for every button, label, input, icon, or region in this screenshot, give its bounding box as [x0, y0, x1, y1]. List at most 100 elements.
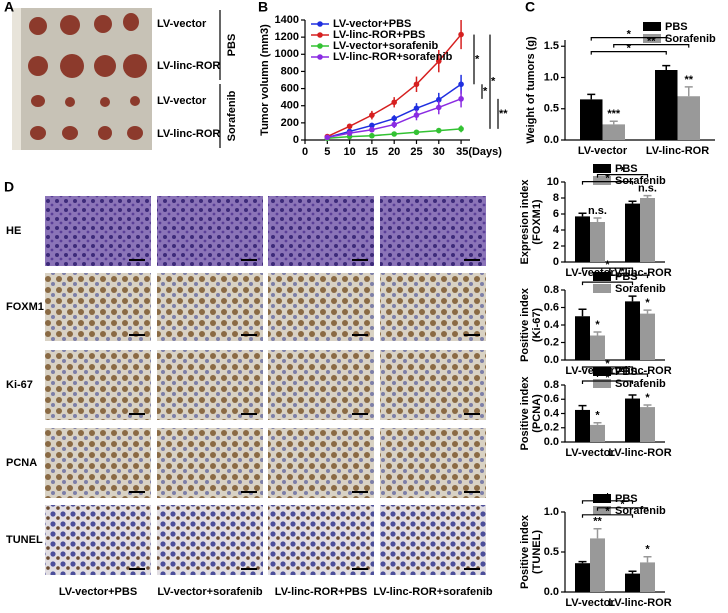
sig-bracket	[581, 267, 634, 272]
bar	[575, 316, 590, 360]
point	[324, 134, 331, 141]
legend-label: PBS	[615, 163, 638, 175]
sample-label: LV-vector	[157, 18, 207, 30]
y-tick-label: 0.5	[544, 103, 559, 115]
y-axis-label: Positive index	[519, 514, 531, 589]
y-axis-label: Positive index	[519, 376, 531, 451]
sig-bracket	[596, 174, 649, 178]
point	[458, 96, 464, 102]
error-bar	[643, 404, 652, 408]
sig-bracket	[581, 366, 634, 370]
y-tick-label: 1400	[275, 14, 299, 26]
sig-bracket	[581, 514, 634, 518]
sig-label: *	[605, 173, 610, 185]
row-label: HE	[6, 225, 21, 237]
legend-label: LV-vector+PBS	[333, 18, 411, 30]
micrograph	[380, 196, 486, 266]
bar	[590, 538, 605, 592]
y-tick-label: 0.4	[544, 407, 560, 419]
group-label: Sorafenib	[226, 90, 238, 141]
point	[458, 81, 464, 88]
legend-marker	[317, 21, 323, 27]
point	[435, 127, 442, 134]
sig-label: *	[620, 266, 625, 278]
sig-bracket	[581, 281, 634, 286]
column-label: LV-vector+sorafenib	[157, 586, 263, 598]
legend-marker	[317, 43, 323, 49]
group-label: PBS	[226, 34, 238, 57]
error-bar	[628, 394, 637, 399]
y-tick-label: 0.0	[544, 436, 559, 448]
sig-label: *	[605, 506, 610, 518]
bar	[625, 301, 640, 360]
y-tick-label: 0.0	[544, 586, 559, 598]
sig-bracket	[581, 380, 634, 384]
point	[435, 104, 442, 111]
sig-label: *	[605, 259, 610, 271]
point	[458, 126, 464, 132]
row-label: FOXM1	[6, 301, 44, 313]
point	[369, 126, 375, 133]
error-bar	[628, 200, 637, 204]
error-bar	[593, 331, 602, 336]
column-label: LV-linc-ROR+PBS	[275, 586, 367, 598]
x-tick-label: 0	[302, 146, 308, 158]
x-tick-label: LV-linc-ROR	[608, 447, 671, 459]
y-tick-label: 6	[553, 208, 559, 220]
tumor-photo	[12, 8, 152, 150]
y-tick-label: 0	[553, 256, 559, 268]
legend-label: Sorafenib	[615, 175, 666, 187]
y-tick-label: 1200	[275, 31, 299, 43]
legend-label: Sorafenib	[615, 283, 666, 295]
sig-bracket	[581, 181, 634, 185]
legend-marker	[317, 54, 323, 60]
micrograph	[157, 350, 263, 420]
micrograph	[268, 273, 374, 341]
x-tick-label: LV-vector	[565, 447, 615, 459]
legend-swatch	[593, 176, 611, 185]
micrograph	[380, 505, 486, 575]
micrograph	[45, 196, 151, 266]
sig-bracket	[596, 274, 649, 279]
bar	[655, 70, 678, 140]
legend-swatch	[643, 34, 661, 43]
y-tick-label: 0.8	[544, 284, 559, 296]
point	[391, 121, 397, 128]
legend-swatch	[593, 379, 611, 388]
sig-bracket	[613, 44, 690, 48]
row-label: TUNEL	[6, 534, 43, 546]
sig-mark: *	[645, 297, 650, 309]
bar	[640, 313, 655, 360]
bar	[575, 216, 590, 262]
x-tick-label: 30	[433, 146, 445, 158]
point	[391, 99, 397, 106]
bar	[640, 407, 655, 442]
sample-label: LV-linc-ROR	[157, 128, 220, 140]
panel-label: D	[4, 179, 14, 195]
x-tick-label: LV-vector	[565, 597, 615, 609]
x-tick-label: 10	[343, 146, 355, 158]
legend-swatch	[593, 164, 611, 173]
micrograph	[268, 350, 374, 420]
y-tick-label: 0	[293, 134, 299, 146]
y-tick-label: 4	[553, 224, 560, 236]
legend-swatch	[643, 22, 661, 31]
legend-label: Sorafenib	[615, 378, 666, 390]
bar	[580, 99, 603, 140]
sig-label: *	[620, 365, 625, 377]
point	[346, 123, 353, 130]
micrograph	[45, 273, 151, 341]
y-axis-label: Weight of tumors (g)	[525, 36, 537, 144]
micrograph	[157, 273, 263, 341]
micrograph	[157, 196, 263, 266]
error-bar	[593, 528, 602, 539]
point	[413, 105, 420, 112]
sig-label: *	[605, 358, 610, 370]
y-tick-label: 0.0	[544, 354, 559, 366]
sig-label: *	[620, 499, 625, 511]
y-tick-label: 0.6	[544, 393, 559, 405]
sig-label: *	[491, 76, 496, 88]
bar	[640, 562, 655, 592]
legend-marker	[317, 32, 323, 38]
micrograph	[380, 273, 486, 341]
